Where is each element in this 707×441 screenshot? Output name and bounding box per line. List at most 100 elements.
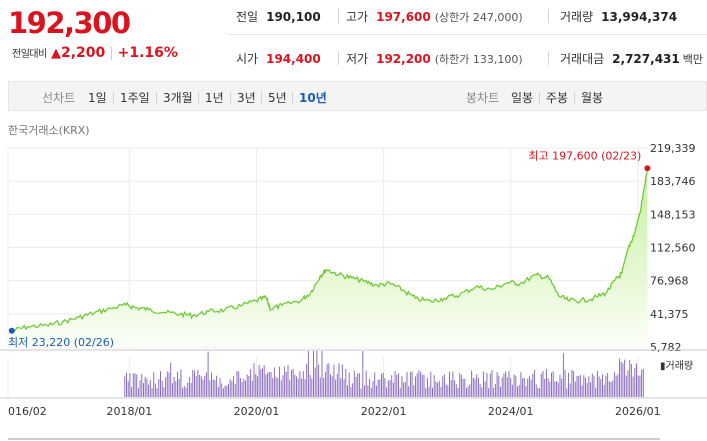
volume-bar bbox=[505, 371, 507, 397]
period-3y-button[interactable]: 3년 bbox=[237, 91, 256, 105]
volume-bar bbox=[501, 377, 503, 397]
change-percent: +1.16% bbox=[117, 45, 178, 61]
volume-bar bbox=[272, 378, 274, 397]
period-10y-button[interactable]: 10년 bbox=[299, 91, 327, 105]
volume-bar bbox=[471, 370, 473, 397]
price-area bbox=[11, 168, 648, 347]
volume-bar bbox=[290, 370, 292, 397]
volume-bar bbox=[245, 380, 246, 397]
period-5y-button[interactable]: 5년 bbox=[268, 91, 287, 105]
volume-bar bbox=[190, 382, 192, 397]
volume-bar bbox=[491, 370, 493, 397]
volume-bar bbox=[338, 363, 340, 397]
y-tick-label: 112,560 bbox=[650, 242, 696, 255]
volume-bar bbox=[211, 372, 212, 397]
data-source: 한국거래소(KRX) bbox=[8, 124, 90, 137]
low-label: 저가 bbox=[346, 52, 369, 66]
volume-bar bbox=[610, 381, 612, 397]
volume-bar bbox=[127, 381, 129, 397]
volume-bar bbox=[314, 367, 316, 397]
volume-bar bbox=[253, 363, 255, 397]
y-tick-label: 183,746 bbox=[650, 175, 696, 188]
period-1y-button[interactable]: 1년 bbox=[205, 91, 224, 105]
volume-bar bbox=[391, 375, 393, 397]
volume-bar bbox=[425, 388, 427, 397]
period-3m-button[interactable]: 3개월 bbox=[163, 91, 193, 105]
volume-bar bbox=[241, 382, 243, 397]
candle-chart-label: 봉차트 bbox=[466, 91, 500, 105]
volume-bar bbox=[496, 372, 498, 397]
x-tick-label: 2018/01 bbox=[107, 405, 153, 418]
volume-bar bbox=[180, 369, 182, 397]
volume-bar bbox=[472, 377, 474, 397]
candle-monthly-button[interactable]: 월봉 bbox=[581, 91, 604, 105]
volume-bar bbox=[573, 371, 575, 397]
y-tick-label: 148,153 bbox=[650, 208, 696, 221]
volume-bar bbox=[443, 374, 445, 397]
period-1d-button[interactable]: 1일 bbox=[88, 91, 107, 105]
trade-value-unit: 백만 bbox=[682, 53, 703, 66]
volume-bar bbox=[608, 381, 610, 397]
volume-bar bbox=[579, 374, 581, 397]
volume-bar bbox=[619, 358, 620, 397]
volume-bar bbox=[607, 372, 609, 397]
volume-bar bbox=[131, 387, 133, 397]
volume-bar bbox=[527, 378, 529, 397]
candle-weekly-button[interactable]: 주봉 bbox=[546, 91, 569, 105]
volume-bar bbox=[503, 373, 505, 397]
volume-bar bbox=[639, 375, 641, 397]
volume-bar bbox=[544, 378, 546, 397]
volume-bar bbox=[403, 382, 405, 397]
volume-bar bbox=[217, 386, 219, 397]
volume-bar bbox=[613, 371, 615, 397]
open-value: 194,400 bbox=[266, 52, 321, 66]
volume-bar bbox=[134, 373, 136, 397]
volume-bar bbox=[192, 370, 194, 397]
volume-bar bbox=[493, 387, 495, 397]
price-chart[interactable]: 219,339 183,746 148,153 112,560 76,968 41,375… bbox=[0, 140, 707, 441]
volume-bar bbox=[467, 386, 469, 397]
volume-bar bbox=[459, 373, 461, 397]
trade-value-label: 거래대금 bbox=[560, 52, 605, 66]
volume-bar bbox=[231, 380, 233, 397]
volume-bar bbox=[328, 363, 330, 397]
volume-bar bbox=[464, 378, 466, 397]
volume-bar bbox=[306, 363, 308, 397]
volume-bar bbox=[195, 376, 197, 397]
volume-bar bbox=[270, 371, 272, 397]
volume-bar bbox=[537, 387, 539, 397]
period-divider bbox=[292, 92, 293, 103]
volume-bar bbox=[263, 365, 265, 397]
volume-bar bbox=[398, 373, 399, 397]
volume-bar bbox=[498, 375, 500, 397]
volume-bar bbox=[595, 387, 597, 397]
volume-bar bbox=[326, 364, 328, 397]
volume-bar bbox=[340, 378, 342, 397]
volume-bar bbox=[561, 378, 563, 397]
volume-bar bbox=[477, 377, 479, 397]
period-1w-button[interactable]: 1주일 bbox=[120, 91, 150, 105]
volume-bar bbox=[319, 377, 321, 397]
volume-bar bbox=[438, 380, 440, 397]
volume-bar bbox=[178, 379, 180, 397]
high-stat: 고가 197,600 (상한가 247,000) bbox=[346, 8, 523, 25]
volume-bar bbox=[545, 368, 547, 397]
volume-bar bbox=[161, 380, 163, 397]
volume-bar bbox=[287, 365, 289, 397]
volume-bar bbox=[642, 368, 644, 397]
prev-close-value: 190,100 bbox=[266, 10, 321, 24]
candle-daily-button[interactable]: 일봉 bbox=[511, 91, 534, 105]
volume-bar bbox=[540, 373, 542, 397]
volume-bar bbox=[632, 376, 634, 397]
volume-bar bbox=[387, 380, 389, 397]
volume-bar bbox=[469, 384, 471, 397]
volume-bar bbox=[205, 372, 207, 397]
x-tick-label: 2020/01 bbox=[234, 405, 280, 418]
volume-bar bbox=[515, 375, 517, 397]
volume-bar bbox=[209, 380, 211, 397]
volume-bar bbox=[574, 381, 576, 397]
high-annotation: 최고 197,600 (02/23) bbox=[528, 149, 641, 162]
volume-bar bbox=[420, 371, 422, 397]
volume-bar bbox=[528, 375, 530, 397]
volume-bar bbox=[204, 375, 206, 397]
